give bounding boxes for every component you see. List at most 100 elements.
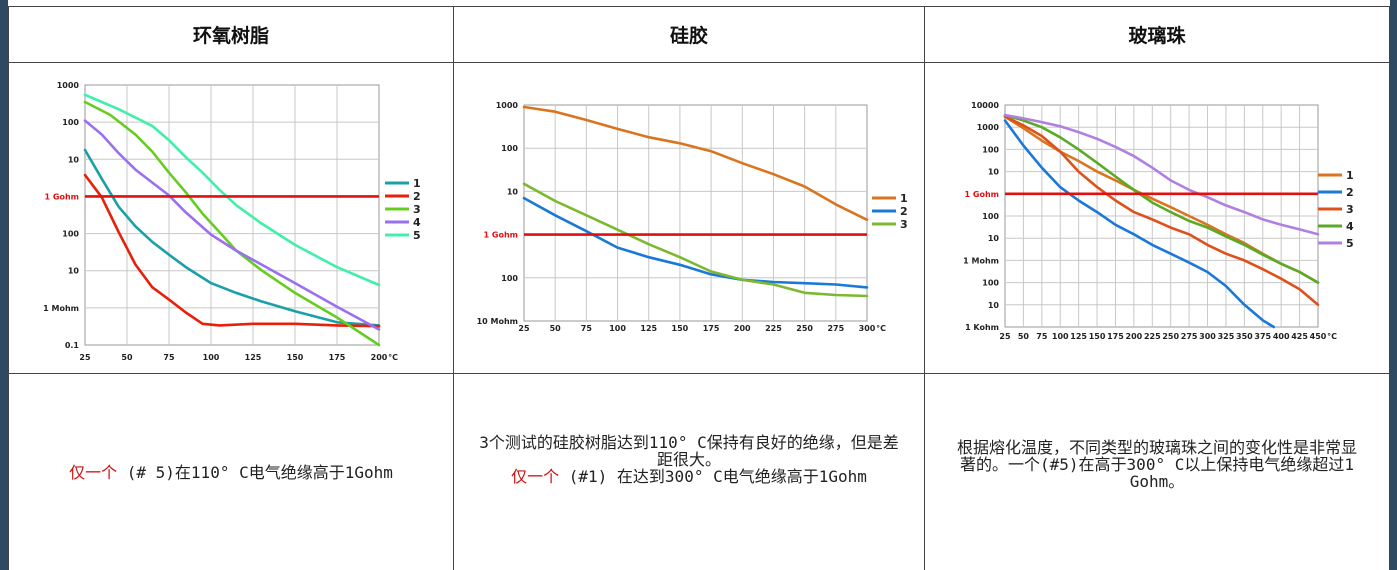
row-divider	[8, 373, 1390, 374]
x-tick-label: 275	[1181, 332, 1198, 341]
header-glass-bead: 玻璃珠	[1128, 24, 1186, 47]
y-tick-label: 100	[501, 274, 518, 283]
x-tick-label: 225	[1144, 332, 1161, 341]
x-tick-label: 75	[1036, 332, 1048, 341]
description-text: 根据熔化温度，不同类型的玻璃珠之间的变化性是非常显著的。一个(#5)在高于300…	[956, 437, 1357, 491]
description-text: (# 5)在110° C电气绝缘高于1Gohm	[117, 462, 393, 482]
table-border-right	[1389, 6, 1390, 570]
x-tick-label: 100	[1052, 332, 1069, 341]
y-tick-label: 100	[501, 144, 518, 153]
x-tick-label: 225	[765, 324, 782, 333]
x-tick-label: 150	[1089, 332, 1106, 341]
y-tick-label: 10000	[971, 101, 999, 110]
header-divider	[8, 62, 1390, 63]
legend-label: 2	[413, 190, 421, 203]
y-tick-label: 1000	[496, 101, 519, 110]
x-tick-label: 250	[1162, 332, 1179, 341]
series-line-3	[1003, 115, 1320, 307]
series-line-4	[83, 119, 381, 331]
x-unit-label: °C	[1327, 332, 1337, 341]
header-epoxy: 环氧树脂	[192, 24, 269, 47]
chart-cell-glass: 25 50 75 100 125 150 175 200 225 250 275 300 325 350 3…	[925, 63, 1389, 373]
x-tick-label: 200	[371, 353, 388, 362]
description-text-2: (#1) 在达到300° C电气绝缘高于1Gohm	[559, 466, 867, 486]
legend-label: 2	[900, 205, 908, 218]
series-line-5	[1003, 113, 1320, 236]
legend-label: 4	[1346, 220, 1354, 233]
x-tick-label: 275	[827, 324, 844, 333]
x-tick-label: 125	[245, 353, 262, 362]
glass-bead-resistance-chart: 25 50 75 100 125 150 175 200 225 250 275 300 325 350 3…	[963, 101, 1354, 341]
x-tick-label: 200	[734, 324, 751, 333]
series-line-2	[1003, 119, 1276, 329]
plot-area	[523, 104, 868, 322]
y-tick-label: 1 Gohm	[484, 231, 518, 240]
description-silicone: 3个测试的硅胶树脂达到110° C保持有良好的绝缘，但是差距很大。 仅一个 (#…	[454, 374, 924, 570]
legend-label: 3	[900, 218, 908, 231]
x-tick-label: 150	[287, 353, 304, 362]
legend-label: 3	[1346, 203, 1354, 216]
y-tick-label: 100	[62, 230, 79, 239]
series-line-1	[522, 105, 869, 222]
x-tick-label: 350	[1236, 332, 1253, 341]
legend-label: 4	[413, 216, 421, 229]
x-tick-label: 25	[999, 332, 1011, 341]
x-tick-label: 200	[1126, 332, 1143, 341]
series-line-1	[83, 148, 381, 327]
x-tick-label: 325	[1218, 332, 1235, 341]
series-line-5	[83, 93, 381, 287]
x-unit-label: °C	[876, 324, 886, 333]
x-tick-label: 75	[581, 324, 593, 333]
x-tick-label: 425	[1291, 332, 1308, 341]
legend-label: 2	[1346, 186, 1354, 199]
series-line-3	[522, 182, 869, 298]
column-divider-1	[453, 6, 454, 570]
x-tick-label: 125	[1070, 332, 1087, 341]
column-divider-2	[924, 6, 925, 570]
y-tick-label: 1 Gohm	[965, 190, 999, 199]
chart-cell-epoxy: 25 50 75 100 125 150 175 200 °C 1000 100 10 1 Gohm 10…	[9, 63, 453, 373]
x-tick-label: 50	[121, 353, 133, 362]
y-tick-label: 10	[988, 234, 1000, 243]
x-tick-label: 75	[163, 353, 175, 362]
y-tick-label: 1 Gohm	[45, 192, 79, 201]
y-tick-label: 100	[62, 118, 79, 127]
legend-label: 1	[1346, 169, 1354, 182]
y-tick-label: 10	[68, 155, 80, 164]
y-tick-label: 10	[988, 301, 1000, 310]
x-tick-label: 50	[1018, 332, 1030, 341]
y-tick-label: 10	[988, 168, 1000, 177]
y-tick-label: 10	[507, 187, 519, 196]
x-unit-label: °C	[388, 353, 398, 362]
x-tick-label: 375	[1254, 332, 1271, 341]
y-tick-label: 100	[982, 145, 999, 154]
chart-cell-silicone: 25 50 75 100 125 150 175 200 225 250 275 300 °C 1000 1…	[454, 63, 924, 373]
legend-label: 3	[413, 203, 421, 216]
header-silicone: 硅胶	[669, 24, 708, 47]
x-tick-label: 25	[79, 353, 91, 362]
series-line-3	[83, 100, 381, 347]
y-tick-label: 1 Mohm	[43, 304, 79, 313]
series-line-2	[522, 196, 869, 289]
x-tick-label: 150	[672, 324, 689, 333]
series-line-2	[83, 173, 381, 328]
x-tick-label: 450	[1310, 332, 1327, 341]
y-tick-label: 1 Mohm	[963, 256, 999, 265]
y-tick-label: 1000	[977, 123, 1000, 132]
legend-label: 5	[1346, 237, 1354, 250]
highlight-only-one: 仅一个	[511, 466, 560, 486]
y-tick-label: 1000	[57, 81, 80, 90]
x-tick-label: 300	[859, 324, 876, 333]
x-tick-label: 100	[609, 324, 626, 333]
description-glass: 根据熔化温度，不同类型的玻璃珠之间的变化性是非常显著的。一个(#5)在高于300…	[925, 374, 1389, 570]
x-tick-label: 300	[1199, 332, 1216, 341]
description-epoxy: 仅一个 (# 5)在110° C电气绝缘高于1Gohm	[9, 374, 453, 570]
legend-label: 1	[413, 177, 421, 190]
x-tick-label: 175	[1107, 332, 1124, 341]
x-tick-label: 400	[1273, 332, 1290, 341]
description-text: 3个测试的硅胶树脂达到110° C保持有良好的绝缘，但是差距很大。	[479, 432, 899, 469]
y-tick-label: 1 Kohm	[965, 323, 999, 332]
x-tick-label: 50	[550, 324, 562, 333]
x-tick-label: 175	[703, 324, 720, 333]
